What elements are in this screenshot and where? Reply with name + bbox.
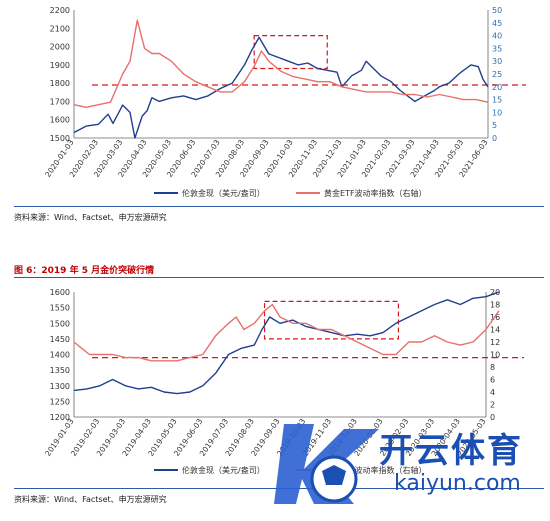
series-line — [73, 19, 489, 108]
left-tick-label: 2100 — [50, 24, 70, 33]
left-tick-label: 1350 — [50, 366, 70, 375]
right-tick-label: 8 — [490, 363, 495, 372]
right-tick-label: 0 — [490, 413, 495, 422]
right-tick-label: 18 — [490, 301, 500, 310]
left-tick-label: 1900 — [50, 61, 70, 70]
right-tick-label: 45 — [492, 19, 502, 28]
right-tick-label: 0 — [492, 134, 497, 143]
right-tick-label: 50 — [492, 6, 502, 15]
left-tick-label: 1200 — [50, 413, 70, 422]
divider-2 — [14, 277, 544, 278]
series-line — [73, 291, 500, 395]
right-tick-label: 14 — [490, 326, 500, 335]
right-tick-label: 40 — [492, 32, 502, 41]
legend-label: 黄金ETF波动率指数（右轴） — [324, 465, 427, 475]
series-line — [73, 303, 500, 362]
right-tick-label: 2 — [490, 401, 495, 410]
highlight-box — [263, 300, 400, 340]
kaiyun-logo-icon — [274, 424, 379, 504]
highlight-box — [253, 34, 328, 70]
left-tick-label: 1400 — [50, 351, 70, 360]
legend-label: 黄金ETF波动率指数（右轴） — [324, 188, 427, 198]
right-tick-label: 20 — [490, 288, 500, 297]
legend-label: 伦敦金现（美元/盎司） — [182, 465, 265, 475]
left-tick-label: 1250 — [50, 397, 70, 406]
kaiyun-url: kaiyun.com — [394, 471, 521, 496]
kaiyun-watermark: 开云体育 kaiyun.com — [274, 419, 544, 509]
divider-1 — [14, 206, 544, 207]
left-tick-label: 2200 — [50, 6, 70, 15]
kaiyun-wordmark: 开云体育 — [379, 431, 523, 471]
right-tick-label: 6 — [490, 376, 495, 385]
series-line — [73, 36, 489, 139]
left-tick-label: 1700 — [50, 97, 70, 106]
left-tick-label: 1550 — [50, 304, 70, 313]
left-tick-label: 1800 — [50, 79, 70, 88]
source-note-2: 资料来源：Wind、Factset、申万宏源研究 — [14, 495, 167, 504]
right-tick-label: 25 — [492, 70, 502, 79]
left-tick-label: 1500 — [50, 319, 70, 328]
left-tick-label: 1300 — [50, 382, 70, 391]
right-tick-label: 30 — [492, 57, 502, 66]
right-tick-label: 10 — [490, 351, 500, 360]
right-tick-label: 20 — [492, 83, 502, 92]
right-tick-label: 5 — [492, 121, 497, 130]
left-tick-label: 1450 — [50, 335, 70, 344]
legend-label: 伦敦金现（美元/盎司） — [182, 188, 265, 198]
right-tick-label: 35 — [492, 44, 502, 53]
right-tick-label: 12 — [490, 338, 500, 347]
right-tick-label: 4 — [490, 388, 495, 397]
left-tick-label: 1500 — [50, 134, 70, 143]
left-tick-label: 1600 — [50, 288, 70, 297]
source-note-1: 资料来源：Wind、Factset、申万宏源研究 — [14, 213, 167, 222]
right-tick-label: 10 — [492, 108, 502, 117]
right-tick-label: 15 — [492, 96, 502, 105]
left-tick-label: 1600 — [50, 116, 70, 125]
left-tick-label: 2000 — [50, 43, 70, 52]
figure-title: 图 6：2019 年 5 月金价突破行情 — [14, 266, 155, 276]
